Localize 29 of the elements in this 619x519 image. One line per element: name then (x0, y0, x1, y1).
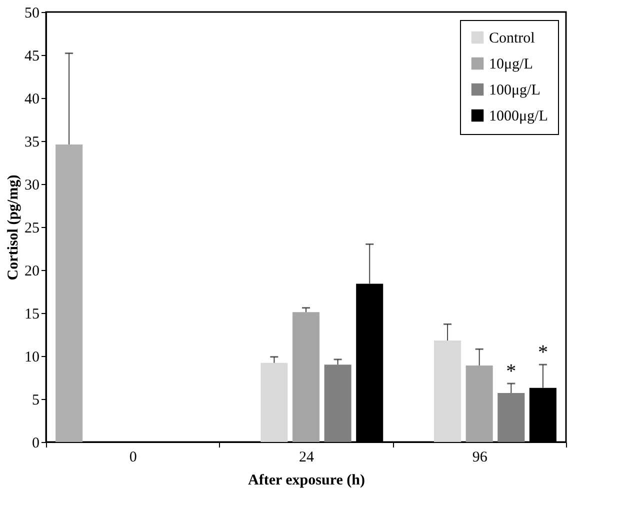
y-tick-label: 30 (24, 178, 40, 194)
x-tick-label: 0 (129, 450, 137, 466)
y-tick-label: 40 (24, 92, 40, 108)
bar (498, 392, 525, 442)
bar (260, 362, 288, 442)
y-tick-label: 20 (24, 264, 40, 280)
legend-label: 100μg/L (489, 82, 540, 98)
bar (324, 364, 352, 442)
legend-label: 1000μg/L (489, 108, 548, 124)
y-tick-label: 35 (24, 134, 40, 150)
x-tick-label: 96 (472, 450, 488, 466)
legend-label: 10μg/L (489, 56, 533, 72)
y-axis-title: Cortisol (pg/mg) (6, 174, 22, 280)
data-label: * (538, 342, 548, 364)
legend-label: Control (489, 30, 535, 46)
y-tick-label: 25 (24, 220, 40, 236)
x-axis-title: After exposure (h) (248, 472, 365, 488)
bar (466, 365, 493, 442)
data-label: * (506, 360, 516, 383)
y-tick-label: 10 (24, 350, 40, 366)
y-tick-label: 5 (32, 392, 40, 408)
x-tick-label: 24 (299, 450, 314, 466)
bar (56, 144, 83, 442)
y-tick-label: 15 (24, 306, 40, 322)
y-tick-label: 0 (32, 436, 40, 452)
y-tick-label: 50 (24, 6, 40, 22)
bar (434, 340, 462, 442)
bar (292, 312, 320, 442)
y-tick-label: 45 (24, 48, 40, 64)
